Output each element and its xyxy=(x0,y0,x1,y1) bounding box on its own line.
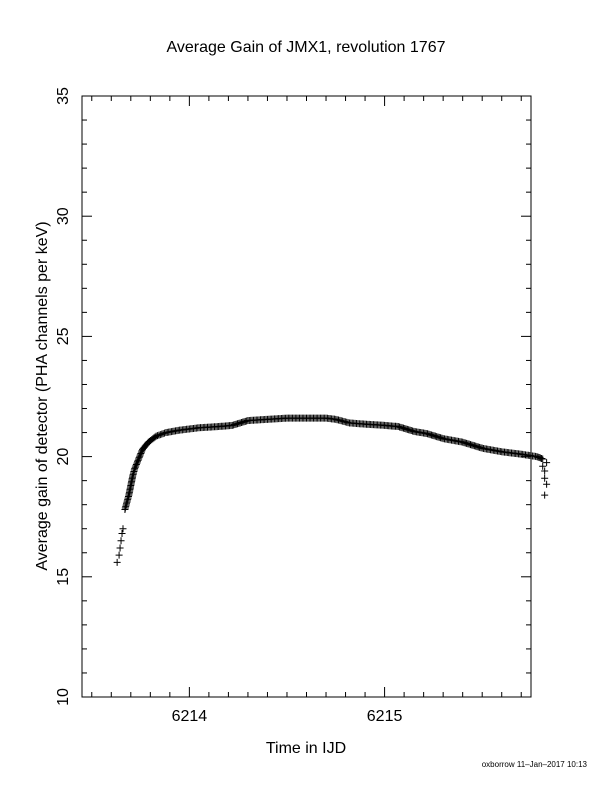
data-point xyxy=(113,558,121,566)
credit-text: oxborrow 11–Jan–2017 10:13 xyxy=(482,760,588,769)
y-axis-tick-labels: 10 15 20 25 30 35 xyxy=(55,87,72,706)
y-tick-label: 10 xyxy=(55,688,72,706)
data-point xyxy=(539,462,547,470)
data-point xyxy=(118,530,126,538)
x-axis-label: Time in IJD xyxy=(266,740,346,757)
x-axis-tick-labels: 6214 6215 xyxy=(172,708,403,725)
plot-frame xyxy=(81,95,532,698)
y-tick-label: 15 xyxy=(55,568,72,586)
data-point xyxy=(539,455,547,463)
x-tick-label: 6214 xyxy=(172,708,208,725)
y-tick-label: 30 xyxy=(55,207,72,225)
y-tick-label: 25 xyxy=(55,327,72,345)
y-tick-label: 20 xyxy=(55,448,72,466)
x-tick-label: 6215 xyxy=(367,708,403,725)
data-point xyxy=(119,525,127,533)
data-points xyxy=(113,414,551,566)
y-tick-label: 35 xyxy=(55,87,72,105)
x-axis-ticks xyxy=(91,96,522,697)
data-point xyxy=(541,491,549,499)
data-point xyxy=(541,467,549,475)
data-point xyxy=(116,544,124,552)
data-point xyxy=(115,551,123,559)
y-axis-ticks xyxy=(82,95,531,698)
data-point xyxy=(541,474,549,482)
data-point xyxy=(543,459,551,467)
data-point xyxy=(543,480,551,488)
chart-title: Average Gain of JMX1, revolution 1767 xyxy=(167,39,446,56)
data-point xyxy=(117,537,125,545)
y-axis-label: Average gain of detector (PHA channels p… xyxy=(34,221,51,570)
